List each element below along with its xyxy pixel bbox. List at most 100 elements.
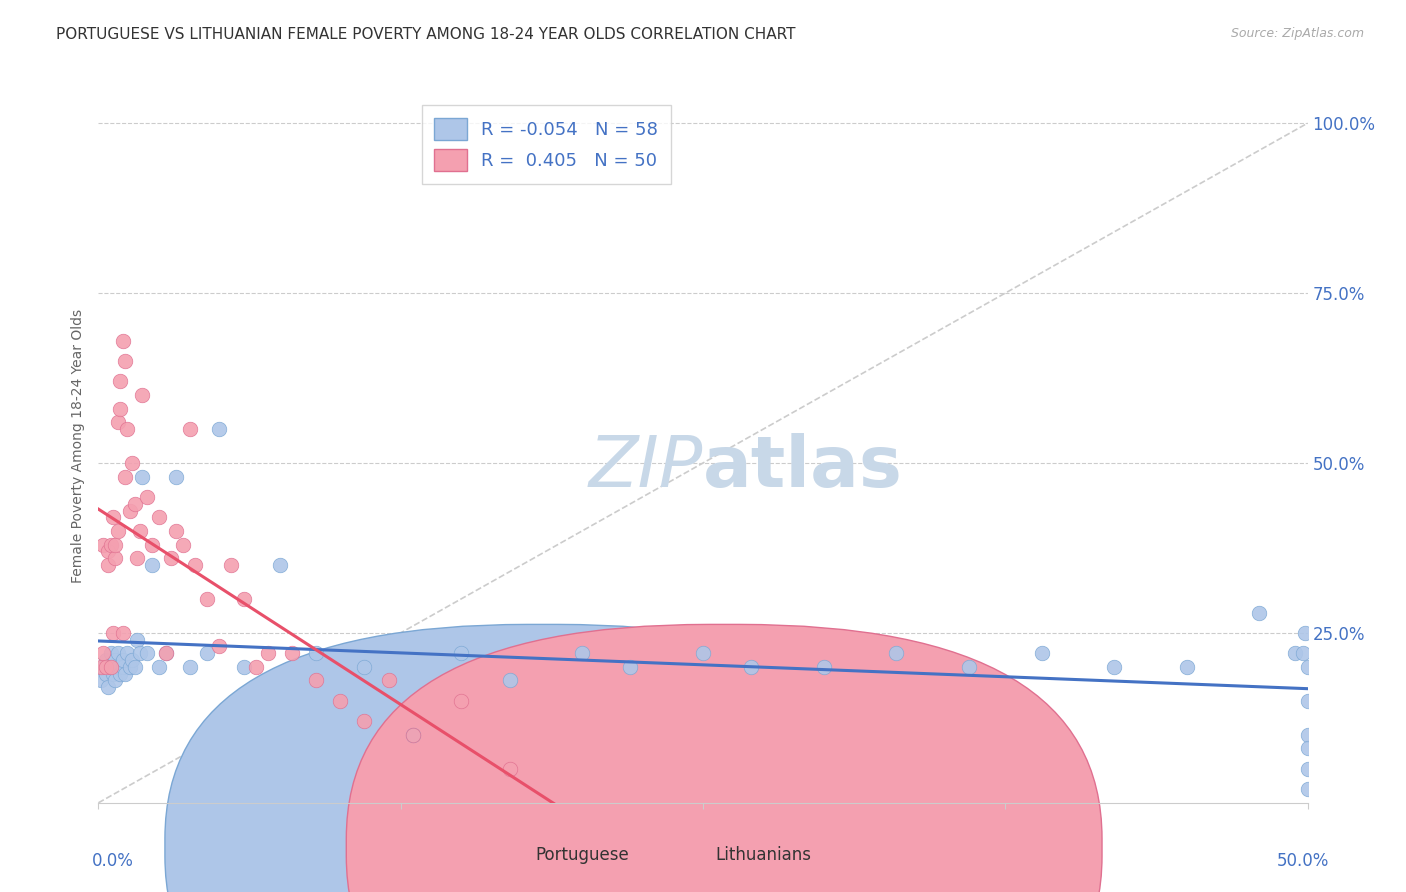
Point (148, 510, 170, 524)
Point (127, 632, 149, 647)
Point (107, 646, 129, 660)
Point (498, 762, 520, 776)
Point (90, 673, 112, 688)
Text: 50.0%: 50.0% (1277, 852, 1329, 870)
Point (124, 660, 146, 674)
Point (450, 646, 472, 660)
Point (450, 694, 472, 708)
Point (111, 334, 134, 348)
Point (305, 646, 328, 660)
Point (1296, 741, 1319, 756)
Point (114, 666, 136, 681)
Point (221, 558, 243, 572)
Point (353, 660, 375, 674)
Point (245, 660, 267, 674)
FancyBboxPatch shape (165, 624, 921, 892)
Point (692, 646, 714, 660)
Point (184, 558, 207, 572)
Point (101, 626, 124, 640)
Point (91, 660, 114, 674)
Point (813, 660, 835, 674)
Point (94, 660, 117, 674)
Point (97, 544, 120, 558)
Point (121, 653, 143, 667)
Point (131, 469, 153, 483)
Point (135, 490, 157, 504)
Point (740, 660, 762, 674)
Point (141, 558, 163, 572)
Text: ZIP: ZIP (589, 433, 703, 502)
Point (281, 646, 304, 660)
Point (208, 640, 231, 654)
Point (100, 646, 122, 660)
Point (155, 646, 177, 660)
Point (94, 666, 117, 681)
Point (619, 660, 641, 674)
Point (329, 694, 352, 708)
Point (172, 537, 194, 551)
Point (107, 415, 129, 429)
Point (107, 524, 129, 538)
Point (957, 660, 980, 674)
Point (886, 646, 908, 660)
FancyBboxPatch shape (346, 624, 1102, 892)
Point (377, 673, 399, 688)
Point (1284, 646, 1306, 660)
Text: PORTUGUESE VS LITHUANIAN FEMALE POVERTY AMONG 18-24 YEAR OLDS CORRELATION CHART: PORTUGUESE VS LITHUANIAN FEMALE POVERTY … (56, 27, 796, 42)
Point (127, 551, 149, 566)
Point (1294, 626, 1316, 640)
Point (104, 673, 127, 688)
Point (91, 537, 114, 551)
Text: Source: ZipAtlas.com: Source: ZipAtlas.com (1230, 27, 1364, 40)
Point (101, 510, 124, 524)
Text: atlas: atlas (703, 433, 903, 502)
Point (100, 660, 122, 674)
Point (118, 660, 141, 674)
Point (165, 524, 187, 538)
Y-axis label: Female Poverty Among 18-24 Year Olds: Female Poverty Among 18-24 Year Olds (70, 309, 84, 583)
Point (148, 660, 170, 674)
Point (165, 469, 187, 483)
Point (124, 497, 146, 511)
Point (104, 537, 127, 551)
Point (208, 422, 231, 436)
Point (571, 646, 593, 660)
Point (305, 673, 328, 688)
Legend: R = -0.054   N = 58, R =  0.405   N = 50: R = -0.054 N = 58, R = 0.405 N = 50 (422, 105, 671, 184)
Point (117, 646, 139, 660)
Point (1175, 660, 1198, 674)
Point (269, 558, 291, 572)
Point (1031, 646, 1053, 660)
Point (90, 660, 112, 674)
Point (135, 646, 157, 660)
Point (111, 626, 134, 640)
Point (1296, 660, 1319, 674)
Point (107, 660, 129, 674)
Point (1102, 660, 1125, 674)
Point (256, 646, 278, 660)
Point (128, 524, 150, 538)
Point (402, 728, 425, 742)
Point (1296, 694, 1319, 708)
Point (232, 660, 254, 674)
Point (160, 551, 183, 566)
Point (195, 591, 218, 606)
Point (97, 558, 120, 572)
Point (100, 660, 122, 674)
Point (94, 653, 117, 667)
Text: Portuguese: Portuguese (536, 846, 628, 863)
Point (108, 666, 131, 681)
Point (100, 537, 122, 551)
Point (114, 469, 136, 483)
Point (1296, 728, 1319, 742)
Point (111, 653, 134, 667)
Point (353, 714, 375, 729)
Point (402, 728, 425, 742)
Point (1292, 646, 1315, 660)
Point (128, 646, 150, 660)
Point (195, 646, 218, 660)
Point (498, 673, 520, 688)
Point (114, 354, 136, 368)
Point (155, 646, 177, 660)
Point (1296, 762, 1319, 776)
